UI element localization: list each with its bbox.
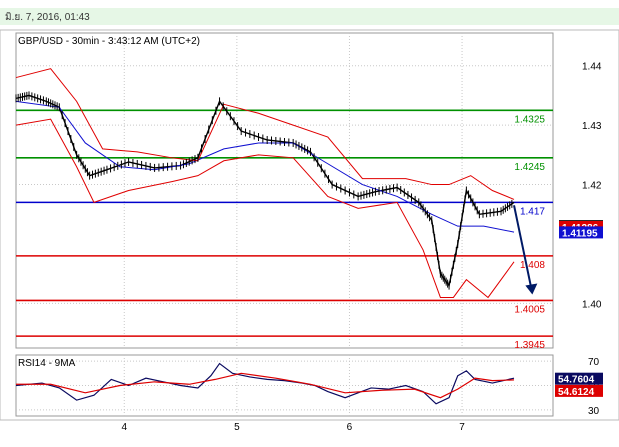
rsi-value-tag-label: 54.7604 — [558, 375, 595, 386]
level-label: 1.4325 — [514, 114, 545, 125]
x-tick-label: 5 — [234, 422, 240, 433]
x-tick-label: 4 — [121, 422, 127, 433]
level-label: 1.408 — [520, 260, 545, 271]
x-tick-label: 7 — [459, 422, 465, 433]
y-tick-label: 1.44 — [582, 62, 602, 73]
bollinger-lower-line — [15, 118, 515, 299]
x-tick-label: 6 — [347, 422, 353, 433]
main-panel — [15, 32, 554, 349]
forecast-arrow — [513, 205, 533, 289]
level-label: 1.3945 — [514, 340, 545, 351]
rsi-title: RSI14 - 9MA — [18, 358, 76, 369]
price-tag-label: 1.41195 — [562, 228, 598, 239]
y-tick-label: 1.43 — [582, 121, 602, 132]
y-tick-label: 1.40 — [582, 299, 602, 310]
rsi-y-tick-label: 70 — [588, 357, 600, 368]
chart-frame — [0, 29, 619, 421]
rsi-line — [15, 362, 515, 405]
rsi-value-tag-label: 54.6124 — [558, 387, 595, 398]
level-label: 1.4005 — [514, 304, 545, 315]
rsi-y-tick-label: 30 — [588, 406, 600, 417]
price-tag — [559, 226, 603, 239]
datetime-label: มิ.ย. 7, 2016, 01:43 — [5, 12, 90, 23]
bollinger-upper-line — [15, 68, 515, 200]
level-label: 1.417 — [520, 206, 545, 217]
rsi-value-tag — [555, 384, 603, 397]
y-tick-label: 1.42 — [582, 181, 602, 192]
forecast-arrowhead — [525, 283, 538, 295]
date-bar: มิ.ย. 7, 2016, 01:43 — [0, 8, 619, 25]
rsi-value-tag — [555, 372, 603, 385]
chart-title: GBP/USD - 30min - 3:43:12 AM (UTC+2) — [18, 36, 200, 47]
level-label: 1.4245 — [514, 162, 545, 173]
rsi-ma-line — [16, 372, 515, 399]
